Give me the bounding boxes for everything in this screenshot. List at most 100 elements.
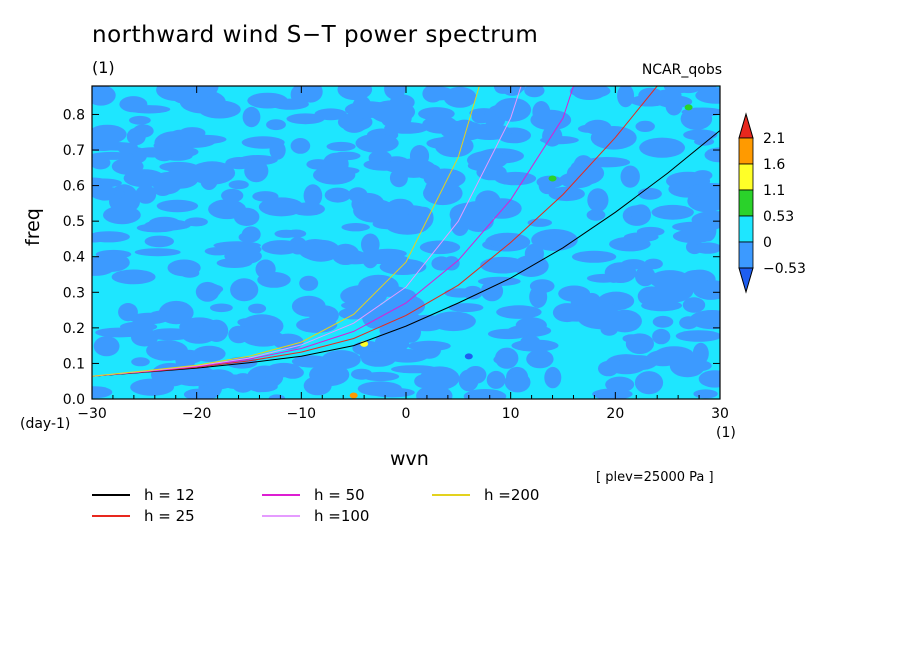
field-patch bbox=[204, 247, 231, 256]
field-patch bbox=[623, 232, 659, 242]
colorbar-segment bbox=[738, 189, 754, 217]
chart-subtitle-left: (1) bbox=[92, 58, 115, 77]
field-patch bbox=[682, 297, 706, 313]
legend-swatch bbox=[92, 494, 130, 496]
chart-subtitle-right: NCAR_qobs bbox=[641, 62, 722, 78]
field-patch bbox=[92, 139, 120, 151]
field-patch bbox=[248, 303, 267, 314]
field-patch bbox=[656, 95, 693, 108]
field-patch bbox=[341, 223, 370, 232]
y-axis-unit: (day-1) bbox=[20, 416, 71, 432]
field-patch bbox=[358, 274, 399, 298]
axes: −30 −20 −10 0 10 20 30 0.0 0.1 0.2 0.3 0.4 0.5 0.6 0.7… bbox=[63, 86, 729, 422]
field-patch bbox=[622, 334, 642, 343]
field-patch bbox=[156, 199, 199, 213]
field-patch bbox=[468, 152, 510, 166]
field-patch bbox=[184, 217, 208, 227]
field-patch bbox=[590, 126, 637, 150]
field-patch bbox=[242, 329, 285, 347]
colorbar-level-label: 1.6 bbox=[763, 157, 785, 173]
field-patch bbox=[172, 133, 217, 148]
legend-label: h = 25 bbox=[144, 507, 195, 525]
field-patch bbox=[362, 371, 400, 382]
y-tick-label: 0.3 bbox=[63, 285, 85, 301]
field-patch bbox=[476, 164, 507, 181]
field-patch bbox=[341, 300, 382, 311]
field-patch bbox=[213, 241, 261, 250]
field-patch bbox=[653, 278, 694, 303]
x-tick-label: −20 bbox=[182, 406, 212, 422]
field-patch bbox=[540, 136, 579, 145]
field-patch bbox=[693, 184, 712, 194]
colorbar-segment bbox=[738, 241, 754, 269]
y-tick-label: 0.8 bbox=[63, 107, 85, 123]
field-patch bbox=[680, 107, 713, 130]
field-patch bbox=[638, 87, 663, 103]
x-tick-label: −30 bbox=[77, 406, 107, 422]
field-patch bbox=[598, 360, 619, 377]
x-tick-label: 20 bbox=[606, 406, 624, 422]
field-patch bbox=[675, 330, 720, 342]
field-patch bbox=[520, 335, 540, 348]
field-patch bbox=[135, 185, 157, 204]
field-patch bbox=[270, 98, 309, 110]
field-patch bbox=[134, 248, 181, 257]
field-patch bbox=[408, 163, 441, 176]
field-patch bbox=[120, 321, 158, 332]
field-patch bbox=[237, 318, 257, 327]
field-patch bbox=[245, 375, 268, 385]
field-patch bbox=[242, 106, 261, 128]
field-patch bbox=[463, 285, 483, 300]
field-patch bbox=[672, 221, 720, 232]
legend-item-h12: h = 12 bbox=[92, 486, 195, 504]
field-patch bbox=[244, 159, 269, 183]
field-patch bbox=[355, 133, 399, 153]
colorbar-level-label: 0 bbox=[763, 235, 772, 251]
field-patch bbox=[635, 120, 655, 132]
pressure-annotation: [ plev=25000 Pa ] bbox=[596, 470, 714, 485]
field-patch bbox=[463, 210, 494, 233]
colorbar-segment bbox=[738, 163, 754, 191]
field-patch bbox=[639, 137, 685, 158]
field-patch bbox=[129, 312, 170, 325]
field-patch bbox=[578, 302, 617, 315]
x-tick-label: 0 bbox=[402, 406, 411, 422]
field-patch bbox=[419, 240, 461, 255]
field-patch bbox=[544, 366, 562, 389]
field-patch bbox=[529, 285, 548, 308]
field-patch bbox=[493, 354, 517, 365]
field-patch bbox=[422, 86, 444, 103]
field-patch bbox=[369, 100, 416, 124]
field-patch bbox=[131, 357, 150, 367]
field-patch bbox=[493, 97, 532, 122]
field-peak bbox=[349, 392, 358, 399]
field-patch bbox=[179, 268, 200, 278]
field-patch bbox=[321, 350, 361, 370]
field-patch bbox=[620, 165, 640, 188]
field-patch bbox=[570, 160, 590, 176]
field-patch bbox=[281, 366, 304, 379]
field-patch bbox=[526, 349, 554, 369]
dispersion-curves bbox=[92, 86, 720, 377]
field-patch bbox=[338, 307, 368, 320]
field-patch bbox=[494, 86, 526, 94]
field-peak bbox=[464, 353, 473, 360]
field-patch bbox=[536, 175, 564, 189]
field-patch bbox=[618, 355, 658, 371]
field-patch bbox=[303, 184, 323, 208]
field-patch bbox=[166, 146, 199, 158]
field-patch bbox=[468, 205, 512, 215]
field-patch bbox=[384, 86, 406, 100]
field-patch bbox=[228, 180, 249, 190]
field-patch bbox=[477, 276, 521, 286]
field-patch bbox=[369, 248, 407, 259]
legend-label: h = 12 bbox=[144, 486, 195, 504]
y-tick-label: 0.4 bbox=[63, 250, 85, 266]
field-patch bbox=[379, 258, 427, 275]
field-patch bbox=[617, 86, 635, 108]
x-tick-label: 10 bbox=[502, 406, 520, 422]
field-patch bbox=[604, 262, 637, 283]
field-patch bbox=[290, 138, 311, 154]
field-patch bbox=[301, 239, 341, 262]
chart-title: northward wind S−T power spectrum bbox=[92, 22, 539, 48]
